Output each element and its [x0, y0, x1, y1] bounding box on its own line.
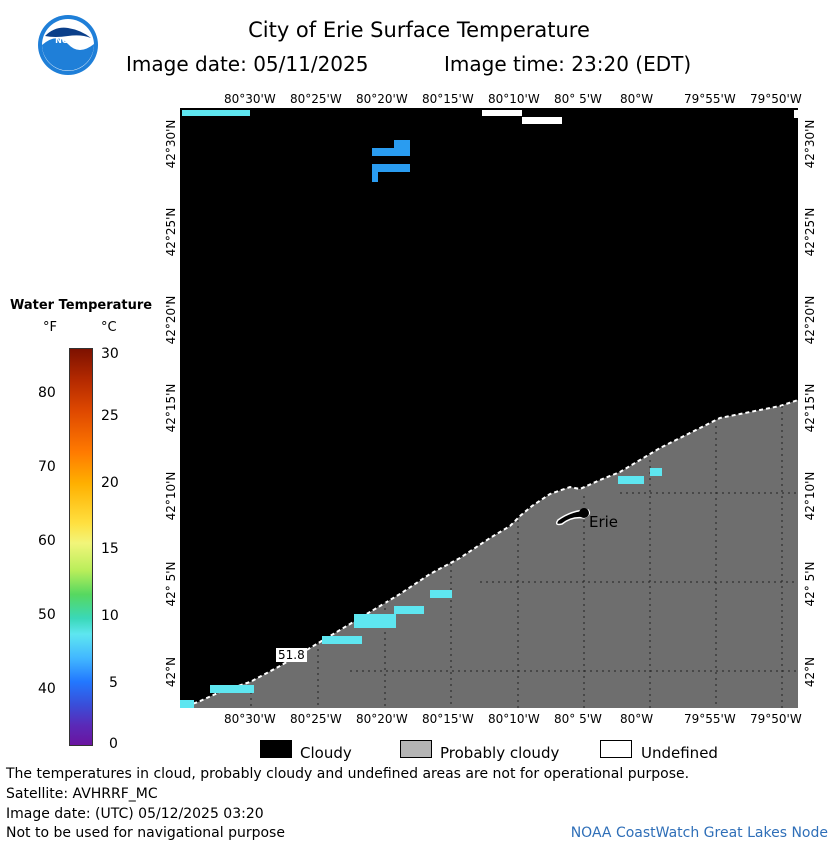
grid-lines [250, 406, 798, 708]
fahrenheit-tick: 70 [38, 459, 56, 475]
undefined-patch [522, 117, 562, 124]
undefined-patch [482, 110, 522, 116]
lon-label: 80°25'W [290, 712, 342, 726]
lat-label: 42°20'N [803, 295, 817, 345]
cloudy-label: Cloudy [300, 744, 352, 762]
fahrenheit-tick: 60 [38, 533, 56, 549]
undefined-label: Undefined [641, 744, 718, 762]
lon-label: 80°W [620, 712, 654, 726]
lat-label: 42° 5'N [803, 561, 817, 607]
fahrenheit-tick: 50 [38, 607, 56, 623]
erie-marker [579, 508, 589, 518]
lat-label: 42°30'N [803, 119, 817, 169]
fahrenheit-tick: 80 [38, 385, 56, 401]
celsius-tick: 5 [109, 675, 118, 691]
lon-label: 80°25'W [290, 92, 342, 106]
lat-label: 42°10'N [803, 471, 817, 521]
image-time: Image time: 23:20 (EDT) [444, 52, 692, 76]
temperature-colorbar [69, 348, 93, 746]
lon-label: 80°10'W [488, 92, 540, 106]
noaa-logo: NOAA [37, 14, 99, 76]
lon-label: 80°30'W [224, 712, 276, 726]
lat-label: 42°N [164, 656, 178, 688]
lat-label: 42°20'N [164, 295, 178, 345]
lon-label: 80°W [620, 92, 654, 106]
lon-label: 80°15'W [422, 92, 474, 106]
lon-label: 80° 5'W [554, 92, 602, 106]
celsius-tick: 10 [101, 608, 119, 624]
coastline [180, 399, 798, 708]
celsius-tick: 15 [101, 541, 119, 557]
fahrenheit-tick: 40 [38, 681, 56, 697]
nav-warning: Not to be used for navigational purpose [6, 825, 285, 841]
water-patches [180, 110, 662, 708]
lat-label: 42°15'N [803, 383, 817, 433]
temp-reading: 51.8 [276, 648, 307, 662]
logo-text: NOAA [55, 36, 81, 45]
page-title: City of Erie Surface Temperature [248, 18, 590, 42]
cloudy-swatch [260, 740, 292, 758]
lon-label: 80°20'W [356, 712, 408, 726]
temperature-map [180, 108, 798, 708]
credit-link[interactable]: NOAA CoastWatch Great Lakes Node [570, 825, 828, 841]
disclaimer: The temperatures in cloud, probably clou… [6, 766, 690, 782]
lat-label: 42° 5'N [164, 561, 178, 607]
lat-label: 42°15'N [164, 383, 178, 433]
unit-fahrenheit: °F [43, 320, 57, 335]
undefined-patch [794, 110, 798, 118]
lon-label: 79°50'W [750, 712, 802, 726]
celsius-tick: 20 [101, 475, 119, 491]
lon-label: 80°15'W [422, 712, 474, 726]
celsius-tick: 25 [101, 408, 119, 424]
lat-label: 42°30'N [164, 119, 178, 169]
lat-label: 42°25'N [164, 207, 178, 257]
probably-cloudy-swatch [400, 740, 432, 758]
image-date: Image date: 05/11/2025 [126, 52, 369, 76]
celsius-tick: 30 [101, 346, 119, 362]
utc-date: Image date: (UTC) 05/12/2025 03:20 [6, 806, 264, 822]
lat-label: 42°10'N [164, 471, 178, 521]
lon-label: 80° 5'W [554, 712, 602, 726]
lon-label: 80°20'W [356, 92, 408, 106]
satellite: Satellite: AVHRRF_MC [6, 786, 158, 802]
lat-label: 42°25'N [803, 207, 817, 257]
lon-label: 79°55'W [684, 92, 736, 106]
lon-label: 79°50'W [750, 92, 802, 106]
legend-title: Water Temperature [10, 298, 153, 313]
celsius-tick: 0 [109, 736, 118, 752]
lon-label: 80°30'W [224, 92, 276, 106]
lat-label: 42°N [803, 656, 817, 688]
unit-celsius: °C [101, 320, 117, 335]
lon-label: 79°55'W [684, 712, 736, 726]
probably-cloudy-label: Probably cloudy [440, 744, 560, 762]
city-label: Erie [589, 513, 619, 531]
lon-label: 80°10'W [488, 712, 540, 726]
undefined-swatch [600, 740, 632, 758]
